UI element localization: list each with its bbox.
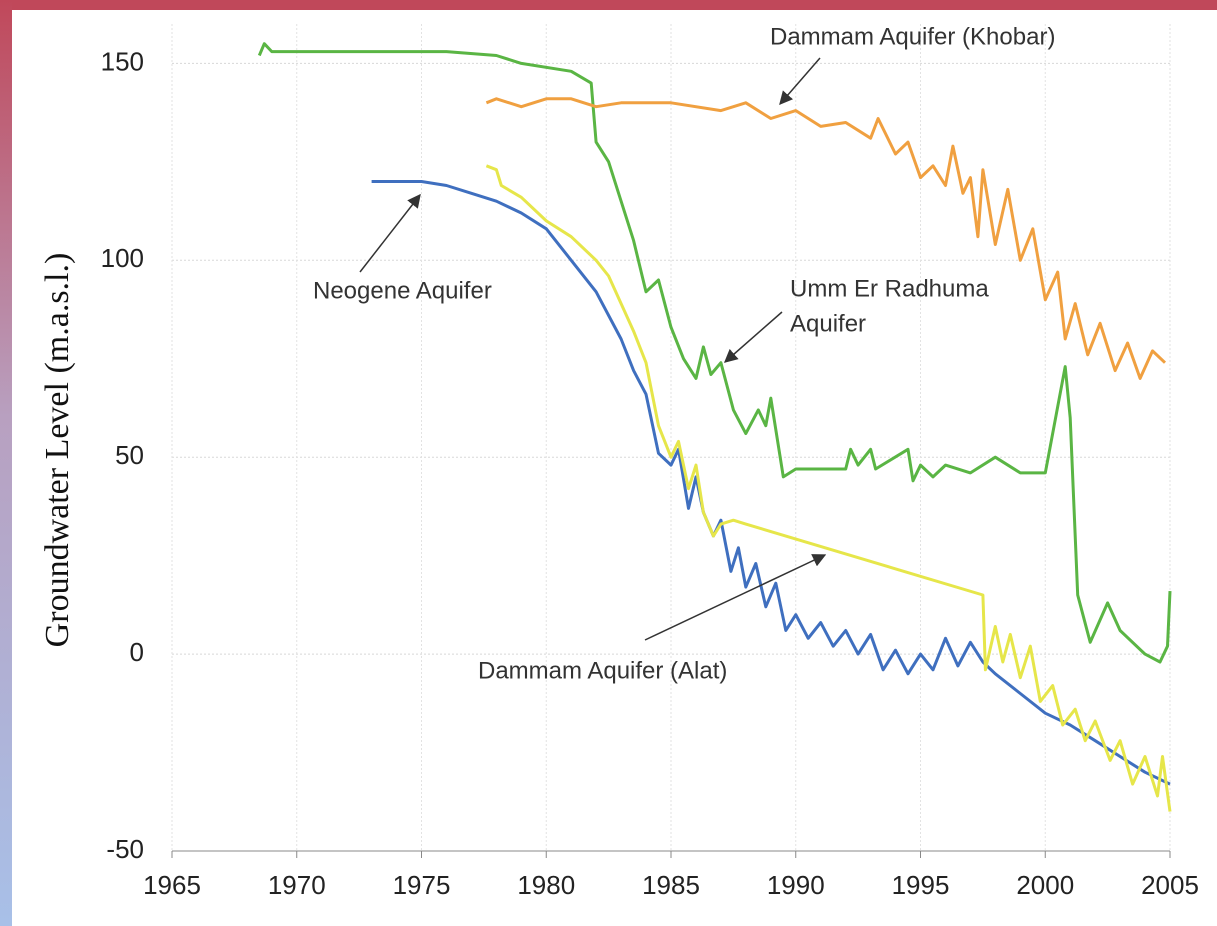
x-tick-label: 1980 <box>517 870 575 900</box>
x-tick-label: 1970 <box>268 870 326 900</box>
y-tick-label: 50 <box>115 440 144 470</box>
annotation: Umm Er Radhuma <box>790 275 989 302</box>
y-tick-label: 150 <box>101 46 144 76</box>
top-bar <box>0 0 1217 10</box>
series-line <box>485 164 1172 812</box>
y-tick-label: 100 <box>101 243 144 273</box>
x-tick-label: 2000 <box>1016 870 1074 900</box>
x-tick-label: 1975 <box>393 870 451 900</box>
annotation-arrow <box>779 57 821 106</box>
annotation-arrow <box>359 193 421 273</box>
y-axis-label: Groundwater Level (m.a.s.l.) <box>39 253 76 648</box>
annotation: Neogene Aquifer <box>313 277 492 304</box>
annotations: Dammam Aquifer (Khobar) Neogene Aquifer Um… <box>313 23 1055 684</box>
x-tick-label: 2005 <box>1141 870 1199 900</box>
x-tick-label: 1985 <box>642 870 700 900</box>
plot <box>257 42 1172 812</box>
x-tick-label: 1990 <box>767 870 825 900</box>
series-line <box>485 97 1167 380</box>
annotation: Aquifer <box>790 310 866 337</box>
x-tick-label: 1995 <box>892 870 950 900</box>
side-bar <box>0 0 12 926</box>
y-tick-label: 0 <box>130 637 144 667</box>
annotation: Dammam Aquifer (Khobar) <box>770 23 1055 50</box>
annotation-arrow <box>723 311 783 363</box>
grid: -50 0 50 100 150 1965 1970 1975 1980 1985 1990 1995… <box>101 24 1199 900</box>
series-line <box>257 42 1172 664</box>
annotation: Dammam Aquifer (Alat) <box>478 657 727 684</box>
series-line <box>371 180 1171 786</box>
annotation-arrow <box>644 554 827 641</box>
y-tick-label: -50 <box>106 834 144 864</box>
x-tick-label: 1965 <box>143 870 201 900</box>
